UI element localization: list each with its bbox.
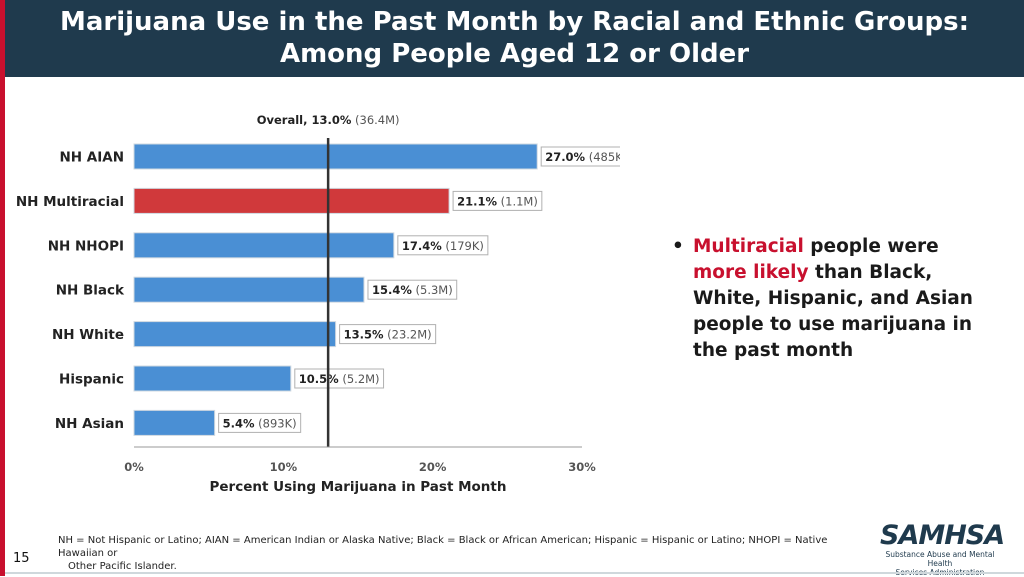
category-label: NH White xyxy=(52,327,124,343)
category-label: NH Black xyxy=(56,283,125,299)
footnote: NH = Not Hispanic or Latino; AIAN = Amer… xyxy=(58,534,858,573)
footnote-line-1: NH = Not Hispanic or Latino; AIAN = Amer… xyxy=(58,535,828,559)
bottom-rule xyxy=(5,572,1024,574)
bar-5 xyxy=(133,365,292,392)
bar-4 xyxy=(133,321,337,348)
value-percent: 17.4% xyxy=(402,239,442,253)
finding-text-1: people were xyxy=(803,236,939,257)
value-label: 27.0% (485K) xyxy=(545,150,620,164)
finding-text-2: than Black, White, Hispanic, and Asian p… xyxy=(693,262,973,361)
value-percent: 21.1% xyxy=(457,194,497,208)
value-label: 17.4% (179K) xyxy=(402,239,484,253)
title-line-1: Marijuana Use in the Past Month by Racia… xyxy=(59,7,970,37)
accent-stripe xyxy=(0,0,5,576)
bar-1 xyxy=(133,187,450,214)
slide-header: Marijuana Use in the Past Month by Racia… xyxy=(5,0,1024,77)
x-tick-label: 20% xyxy=(419,460,447,474)
value-label-box xyxy=(367,279,458,300)
bar-0 xyxy=(133,143,538,170)
value-label-box xyxy=(540,146,620,167)
samhsa-logo: SAMHSA Substance Abuse and Mental Health… xyxy=(880,520,1005,577)
value-count: (5.2M) xyxy=(339,372,380,386)
x-axis-title: Percent Using Marijuana in Past Month xyxy=(210,479,507,495)
value-percent: 5.4% xyxy=(223,416,255,430)
value-percent: 27.0% xyxy=(545,150,585,164)
category-label: Hispanic xyxy=(59,372,124,388)
value-count: (893K) xyxy=(255,416,297,430)
category-label: NH Multiracial xyxy=(16,194,124,210)
value-label-box xyxy=(218,412,302,433)
title-line-2: Among People Aged 12 or Older xyxy=(279,39,750,69)
value-count: (1.1M) xyxy=(497,194,538,208)
value-label: 10.5% (5.2M) xyxy=(299,372,380,386)
x-tick-label: 10% xyxy=(270,460,298,474)
footnote-line-2: Other Pacific Islander. xyxy=(68,561,177,572)
value-label-box xyxy=(397,235,489,256)
overall-label: Overall, 13.0% (36.4M) xyxy=(257,113,400,127)
value-count: (5.3M) xyxy=(412,283,453,297)
category-label: NH Asian xyxy=(55,416,124,432)
value-count: (23.2M) xyxy=(384,328,432,342)
overall-count: (36.4M) xyxy=(351,113,399,127)
x-tick-label: 0% xyxy=(124,460,144,474)
bar-3 xyxy=(133,276,365,303)
category-label: NH NHOPI xyxy=(48,238,124,254)
bullet-dot-icon: • xyxy=(672,236,684,257)
value-label-box xyxy=(339,324,437,345)
value-percent: 13.5% xyxy=(344,328,384,342)
value-label: 13.5% (23.2M) xyxy=(344,328,432,342)
bar-6 xyxy=(133,409,216,436)
value-percent: 15.4% xyxy=(372,283,412,297)
x-tick-label: 30% xyxy=(568,460,596,474)
highlight-more-likely: more likely xyxy=(693,262,809,283)
logo-mark: SAMHSA xyxy=(880,520,1005,551)
value-count: (179K) xyxy=(442,239,484,253)
bar-2 xyxy=(133,232,395,259)
logo-subtitle-1: Substance Abuse and Mental Health xyxy=(885,550,995,568)
category-label: NH AIAN xyxy=(59,150,124,166)
value-label-box xyxy=(452,190,543,211)
value-label: 21.1% (1.1M) xyxy=(457,194,538,208)
bar-chart: NH AIAN 27.0% (485K) NH Multiracial 21.1% (… xyxy=(16,113,620,495)
value-percent: 10.5% xyxy=(299,372,339,386)
value-count: (485K) xyxy=(585,150,620,164)
value-label: 15.4% (5.3M) xyxy=(372,283,453,297)
highlight-multiracial: Multiracial xyxy=(693,236,804,257)
value-label: 5.4% (893K) xyxy=(223,416,297,430)
overall-percent: Overall, 13.0% xyxy=(257,113,352,127)
page-number: 15 xyxy=(13,551,30,566)
value-label-box xyxy=(294,368,385,389)
key-finding-text: Multiracial people were more likely than… xyxy=(693,234,992,364)
key-finding: • Multiracial people were more likely th… xyxy=(672,234,992,364)
